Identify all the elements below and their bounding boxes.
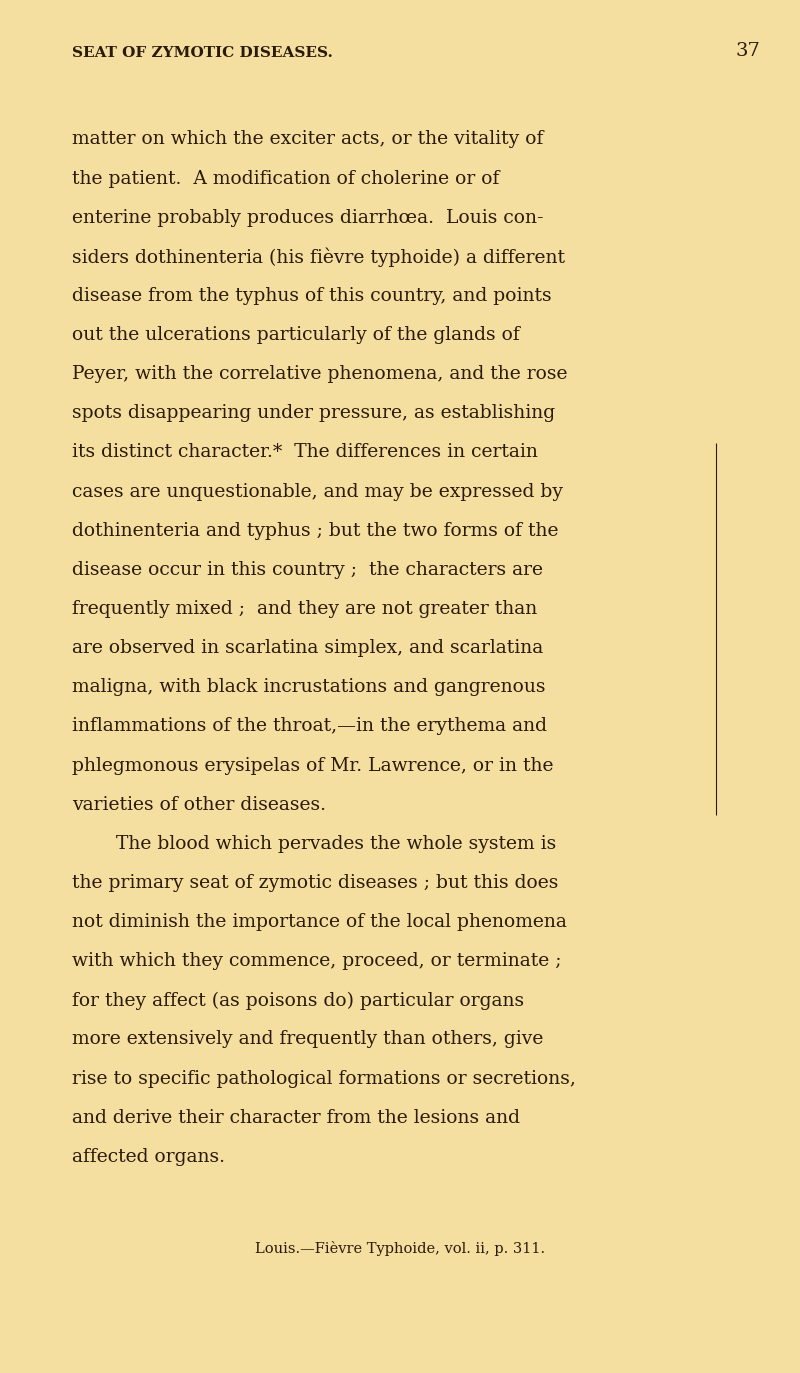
Text: the patient.  A modification of cholerine or of: the patient. A modification of cholerine… [72,169,499,188]
Text: not diminish the importance of the local phenomena: not diminish the importance of the local… [72,913,567,931]
Text: its distinct character.*  The differences in certain: its distinct character.* The differences… [72,443,538,461]
Text: rise to specific pathological formations or secretions,: rise to specific pathological formations… [72,1070,576,1087]
Text: varieties of other diseases.: varieties of other diseases. [72,795,326,814]
Text: inflammations of the throat,—in the erythema and: inflammations of the throat,—in the eryt… [72,717,547,736]
Text: spots disappearing under pressure, as establishing: spots disappearing under pressure, as es… [72,404,555,423]
Text: The blood which pervades the whole system is: The blood which pervades the whole syste… [104,835,556,853]
Text: matter on which the exciter acts, or the vitality of: matter on which the exciter acts, or the… [72,130,543,148]
Text: maligna, with black incrustations and gangrenous: maligna, with black incrustations and ga… [72,678,546,696]
Text: Peyer, with the correlative phenomena, and the rose: Peyer, with the correlative phenomena, a… [72,365,567,383]
Text: Louis.—Fièvre Typhoide, vol. ii, p. 311.: Louis.—Fièvre Typhoide, vol. ii, p. 311. [255,1241,545,1256]
Text: cases are unquestionable, and may be expressed by: cases are unquestionable, and may be exp… [72,482,563,501]
Text: disease from the typhus of this country, and points: disease from the typhus of this country,… [72,287,552,305]
Text: 37: 37 [735,43,760,60]
Text: with which they commence, proceed, or terminate ;: with which they commence, proceed, or te… [72,953,562,971]
Text: are observed in scarlatina simplex, and scarlatina: are observed in scarlatina simplex, and … [72,640,543,658]
Text: disease occur in this country ;  the characters are: disease occur in this country ; the char… [72,560,543,579]
Text: out the ulcerations particularly of the glands of: out the ulcerations particularly of the … [72,327,520,345]
Text: phlegmonous erysipelas of Mr. Lawrence, or in the: phlegmonous erysipelas of Mr. Lawrence, … [72,757,554,774]
Text: frequently mixed ;  and they are not greater than: frequently mixed ; and they are not grea… [72,600,538,618]
Text: for they affect (as poisons do) particular organs: for they affect (as poisons do) particul… [72,991,524,1009]
Text: enterine probably produces diarrhœa.  Louis con-: enterine probably produces diarrhœa. Lou… [72,209,543,227]
Text: the primary seat of zymotic diseases ; but this does: the primary seat of zymotic diseases ; b… [72,873,558,892]
Text: siders dothinenteria (his fièvre typhoide) a different: siders dothinenteria (his fièvre typhoid… [72,247,565,268]
Text: more extensively and frequently than others, give: more extensively and frequently than oth… [72,1030,543,1049]
Text: dothinenteria and typhus ; but the two forms of the: dothinenteria and typhus ; but the two f… [72,522,558,540]
Text: SEAT OF ZYMOTIC DISEASES.: SEAT OF ZYMOTIC DISEASES. [72,47,333,60]
Text: and derive their character from the lesions and: and derive their character from the lesi… [72,1109,520,1127]
Text: affected organs.: affected organs. [72,1148,225,1166]
